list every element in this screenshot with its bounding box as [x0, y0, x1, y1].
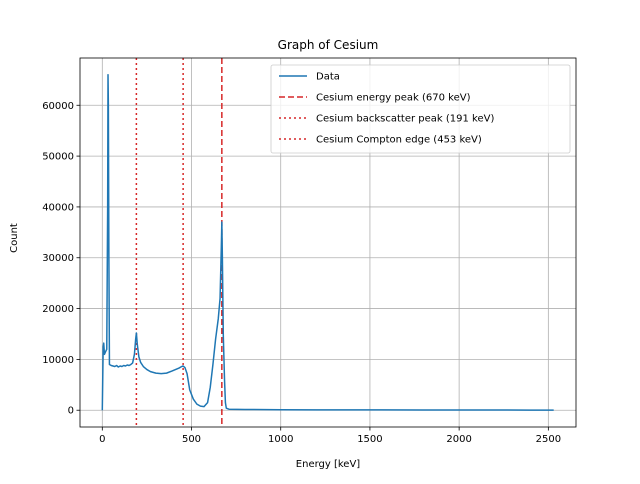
y-tick-label: 0 [68, 406, 74, 417]
chart-title: Graph of Cesium [278, 38, 379, 52]
x-tick-label: 1000 [268, 434, 293, 445]
legend-entry-label: Data [316, 72, 340, 83]
legend-box [270, 64, 571, 154]
y-axis-label: Count [9, 223, 20, 253]
y-tick-label: 40000 [42, 202, 74, 213]
x-tick-label: 0 [99, 434, 105, 445]
x-axis-label: Energy [keV] [296, 459, 361, 470]
data-layer [101, 74, 554, 411]
plot-area-frame [79, 57, 577, 428]
x-tick-label: 1500 [357, 434, 382, 445]
axis-ticks: 0 500 1000 1500 2000 2500 0 10000 20000 30000 4000… [42, 101, 561, 445]
x-tick-label: 500 [182, 434, 201, 445]
y-tick-label: 50000 [42, 152, 74, 163]
y-tick-label: 20000 [42, 304, 74, 315]
y-tick-label: 10000 [42, 355, 74, 366]
x-tick-label: 2000 [446, 434, 471, 445]
y-tick-label: 60000 [42, 101, 74, 112]
y-tick-label: 30000 [42, 253, 74, 264]
x-tick-label: 2500 [536, 434, 561, 445]
legend-entry-label: Cesium backscatter peak (191 keV) [316, 114, 494, 125]
legend-entry-label: Cesium Compton edge (453 keV) [316, 135, 482, 146]
legend: Data Cesium energy peak (670 keV) Cesium b… [270, 64, 571, 154]
legend-entry-label: Cesium energy peak (670 keV) [316, 93, 471, 104]
series-line-data [101, 74, 554, 411]
